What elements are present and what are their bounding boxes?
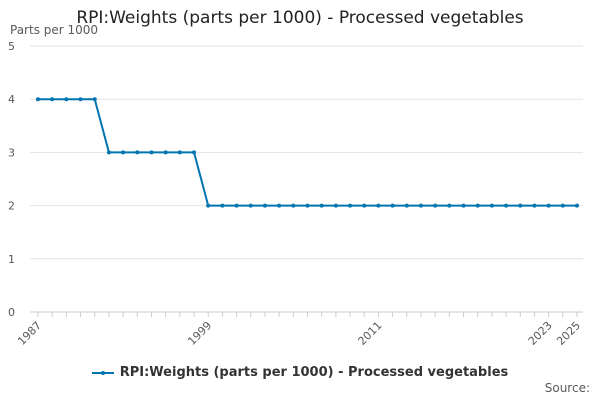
data-point[interactable] <box>177 150 182 155</box>
data-point[interactable] <box>106 150 111 155</box>
data-point[interactable] <box>319 203 324 208</box>
data-point[interactable] <box>461 203 466 208</box>
data-point[interactable] <box>489 203 494 208</box>
series-layer <box>36 97 579 208</box>
y-tick-label: 2 <box>8 200 15 213</box>
data-point[interactable] <box>234 203 239 208</box>
data-point[interactable] <box>362 203 367 208</box>
data-point[interactable] <box>447 203 452 208</box>
x-tick-label: 1987 <box>15 319 44 348</box>
data-point[interactable] <box>135 150 140 155</box>
axes: 0 1 2 3 4 5 1987 1999 2011 2023 2025 <box>8 40 583 348</box>
y-tick-label: 3 <box>8 146 15 159</box>
data-point[interactable] <box>560 203 565 208</box>
legend: RPI:Weights (parts per 1000) - Processed… <box>0 365 600 380</box>
data-point[interactable] <box>404 203 409 208</box>
y-tick-label: 0 <box>8 306 15 319</box>
data-point[interactable] <box>121 150 126 155</box>
data-point[interactable] <box>504 203 509 208</box>
data-point[interactable] <box>291 203 296 208</box>
y-tick-label: 5 <box>8 40 15 53</box>
data-point[interactable] <box>532 203 537 208</box>
data-point[interactable] <box>575 203 579 208</box>
data-point[interactable] <box>348 203 353 208</box>
y-tick-label: 4 <box>8 93 15 106</box>
chart-title: RPI:Weights (parts per 1000) - Processed… <box>76 8 524 28</box>
data-point[interactable] <box>36 97 40 102</box>
source-label: Source: <box>544 381 590 395</box>
data-point[interactable] <box>163 150 168 155</box>
data-point[interactable] <box>518 203 523 208</box>
y-axis-label: Parts per 1000 <box>10 23 99 37</box>
data-point[interactable] <box>192 150 197 155</box>
data-point[interactable] <box>305 203 310 208</box>
data-point[interactable] <box>78 97 83 102</box>
data-point[interactable] <box>220 203 225 208</box>
x-tick-label: 1999 <box>185 319 214 348</box>
data-point[interactable] <box>475 203 480 208</box>
data-point[interactable] <box>546 203 551 208</box>
data-point[interactable] <box>376 203 381 208</box>
data-point[interactable] <box>149 150 154 155</box>
data-point[interactable] <box>248 203 253 208</box>
y-tick-label: 1 <box>8 253 15 266</box>
x-tick-label: 2023 <box>526 319 555 348</box>
data-point[interactable] <box>433 203 438 208</box>
legend-label: RPI:Weights (parts per 1000) - Processed… <box>119 365 509 380</box>
data-point[interactable] <box>92 97 97 102</box>
data-point[interactable] <box>277 203 282 208</box>
x-tick-label: 2011 <box>356 319 385 348</box>
data-point[interactable] <box>206 203 211 208</box>
legend-swatch <box>91 370 114 375</box>
data-point[interactable] <box>262 203 267 208</box>
data-point[interactable] <box>333 203 338 208</box>
data-point[interactable] <box>418 203 423 208</box>
data-point[interactable] <box>390 203 395 208</box>
data-point[interactable] <box>50 97 55 102</box>
data-point[interactable] <box>64 97 69 102</box>
x-tick-label: 2025 <box>554 319 583 348</box>
